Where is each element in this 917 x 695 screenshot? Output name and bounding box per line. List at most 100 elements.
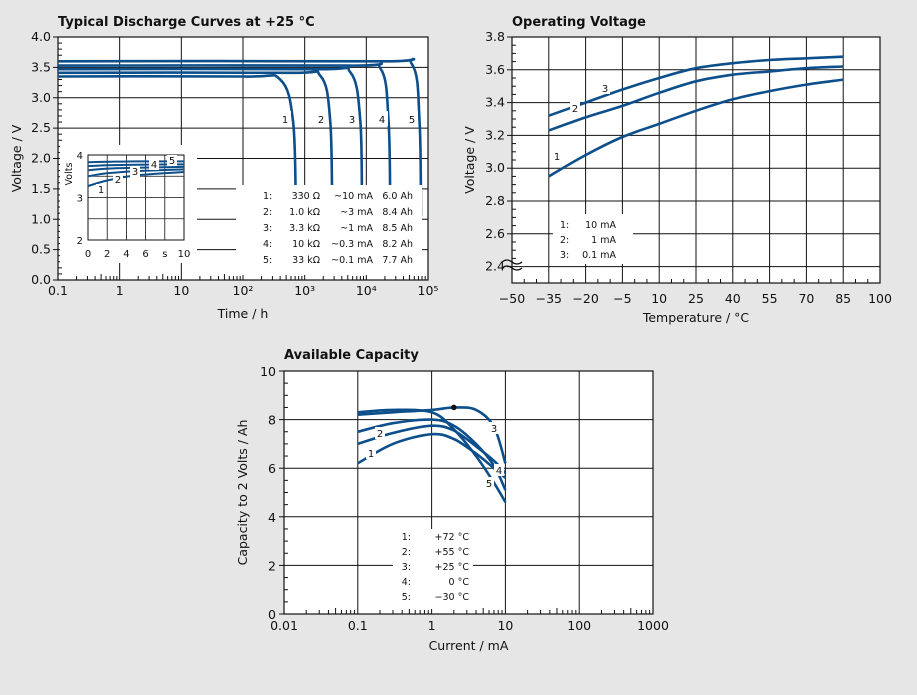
legend-box: [236, 185, 422, 275]
curve-label-bg: [600, 82, 610, 94]
series-line-2: [57, 70, 334, 217]
y-tick-label: 2.0: [31, 151, 51, 166]
legend-cell: 6.0 Ah: [382, 191, 413, 202]
inset-curve-label: 5: [169, 156, 175, 167]
legend-cell: 330 Ω: [292, 191, 320, 202]
curve-label: 3: [491, 424, 497, 435]
inset-curve-label: 4: [151, 160, 157, 171]
curve-label: 2: [572, 104, 578, 115]
series-line-3: [57, 66, 364, 217]
inset-series-4: [87, 163, 185, 168]
curve-label: 2: [377, 429, 383, 440]
legend-cell: 0 °C: [449, 577, 470, 588]
curve-label-bg: [316, 111, 327, 126]
curve-label-bg: [366, 447, 376, 459]
x-tick-label: 10²: [233, 283, 254, 298]
y-tick-label: 2.6: [485, 226, 505, 241]
series-line-5: [57, 57, 423, 217]
x-tick-label: −5: [613, 291, 631, 306]
legend-cell: −30 °C: [435, 592, 470, 603]
curve-label-bg: [280, 111, 291, 126]
legend-cell: ~3 mA: [340, 207, 373, 218]
y-tick-label: 3.6: [485, 62, 505, 77]
inset-x-tick-label: s: [162, 249, 167, 260]
series-line-2: [548, 65, 844, 132]
y-tick-label: 3.0: [31, 90, 51, 105]
legend-cell: 8.2 Ah: [382, 239, 413, 250]
curve-label: 2: [318, 115, 324, 126]
x-tick-label: 40: [725, 291, 741, 306]
y-tick-label: 6: [268, 461, 276, 476]
y-tick-label: 2.4: [485, 259, 505, 274]
x-tick-label: 70: [798, 291, 814, 306]
inset-series-5: [87, 160, 185, 164]
x-tick-label: 0.1: [48, 283, 68, 298]
y-tick-label: 0.5: [31, 242, 51, 257]
legend-cell: ~1 mA: [340, 223, 373, 234]
x-tick-label: 10: [497, 618, 513, 633]
x-tick-label: 55: [762, 291, 778, 306]
x-tick-label: 10³: [294, 283, 315, 298]
y-tick-label: 4.0: [31, 29, 51, 44]
x-tick-label: 85: [835, 291, 851, 306]
legend-cell: 5:: [402, 592, 411, 603]
y-tick-label: 3.5: [31, 59, 51, 74]
legend-cell: 3:: [560, 250, 569, 261]
inset-series-2: [87, 168, 185, 178]
inset-curve-label: 3: [132, 167, 138, 178]
legend-cell: 3:: [402, 562, 411, 573]
curve-label: 3: [602, 84, 608, 95]
inset-label-bg: [149, 159, 159, 170]
legend-cell: 2:: [402, 547, 411, 558]
y-axis-label: Voltage / V: [462, 126, 477, 194]
inset-x-tick-label: 10: [178, 249, 191, 260]
legend-cell: 1 mA: [591, 235, 616, 246]
chart-title: Operating Voltage: [512, 15, 646, 30]
legend-cell: 2:: [560, 235, 569, 246]
y-tick-label: 3.4: [485, 95, 505, 110]
legend-cell: 4:: [263, 239, 272, 250]
inset-y-tick-label: 3: [77, 194, 83, 205]
data-marker: [451, 404, 457, 411]
curve-label: 1: [554, 152, 560, 163]
legend-cell: 10 mA: [585, 220, 616, 231]
series-line-4: [57, 62, 392, 217]
curve-label-bg: [347, 111, 358, 126]
inset-x-tick-label: 0: [85, 249, 91, 260]
legend-cell: +25 °C: [435, 562, 470, 573]
x-axis-label: Time / h: [217, 306, 269, 321]
inset-curve-label: 1: [98, 185, 104, 196]
inset-x-tick-label: 6: [142, 249, 148, 260]
inset-label-bg: [167, 155, 177, 166]
inset-curve-label: 2: [115, 175, 121, 186]
x-tick-label: 0.1: [348, 618, 368, 633]
x-tick-label: 25: [688, 291, 704, 306]
x-tick-label: 1: [428, 618, 436, 633]
curve-label: 3: [349, 115, 355, 126]
x-tick-label: 10: [651, 291, 667, 306]
y-tick-label: 3.8: [485, 29, 505, 44]
x-tick-label: −35: [536, 291, 562, 306]
legend-cell: 10 kΩ: [292, 239, 320, 250]
series-line-3: [548, 55, 844, 117]
curve-label-bg: [494, 464, 504, 476]
legend-cell: ~0.3 mA: [331, 239, 373, 250]
legend-cell: 3.3 kΩ: [289, 223, 320, 234]
y-tick-label: 3.2: [485, 127, 505, 142]
legend-cell: +72 °C: [435, 532, 470, 543]
legend-cell: 3:: [263, 223, 272, 234]
chart-title: Typical Discharge Curves at +25 °C: [58, 15, 315, 30]
x-axis-label: Current / mA: [429, 638, 509, 653]
curve-label: 1: [282, 115, 288, 126]
curve-label-bg: [570, 102, 580, 114]
curve-label-bg: [484, 477, 494, 489]
curve-label-bg: [407, 111, 418, 126]
y-tick-label: 2: [268, 558, 276, 573]
y-tick-label: 10: [260, 364, 276, 379]
inset-label-bg: [130, 166, 140, 177]
curve-label-bg: [375, 427, 385, 439]
y-tick-label: 1.0: [31, 211, 51, 226]
chart-title: Available Capacity: [284, 348, 419, 363]
curve-label-bg: [552, 150, 562, 162]
inset-y-tick-label: 4: [77, 151, 83, 162]
